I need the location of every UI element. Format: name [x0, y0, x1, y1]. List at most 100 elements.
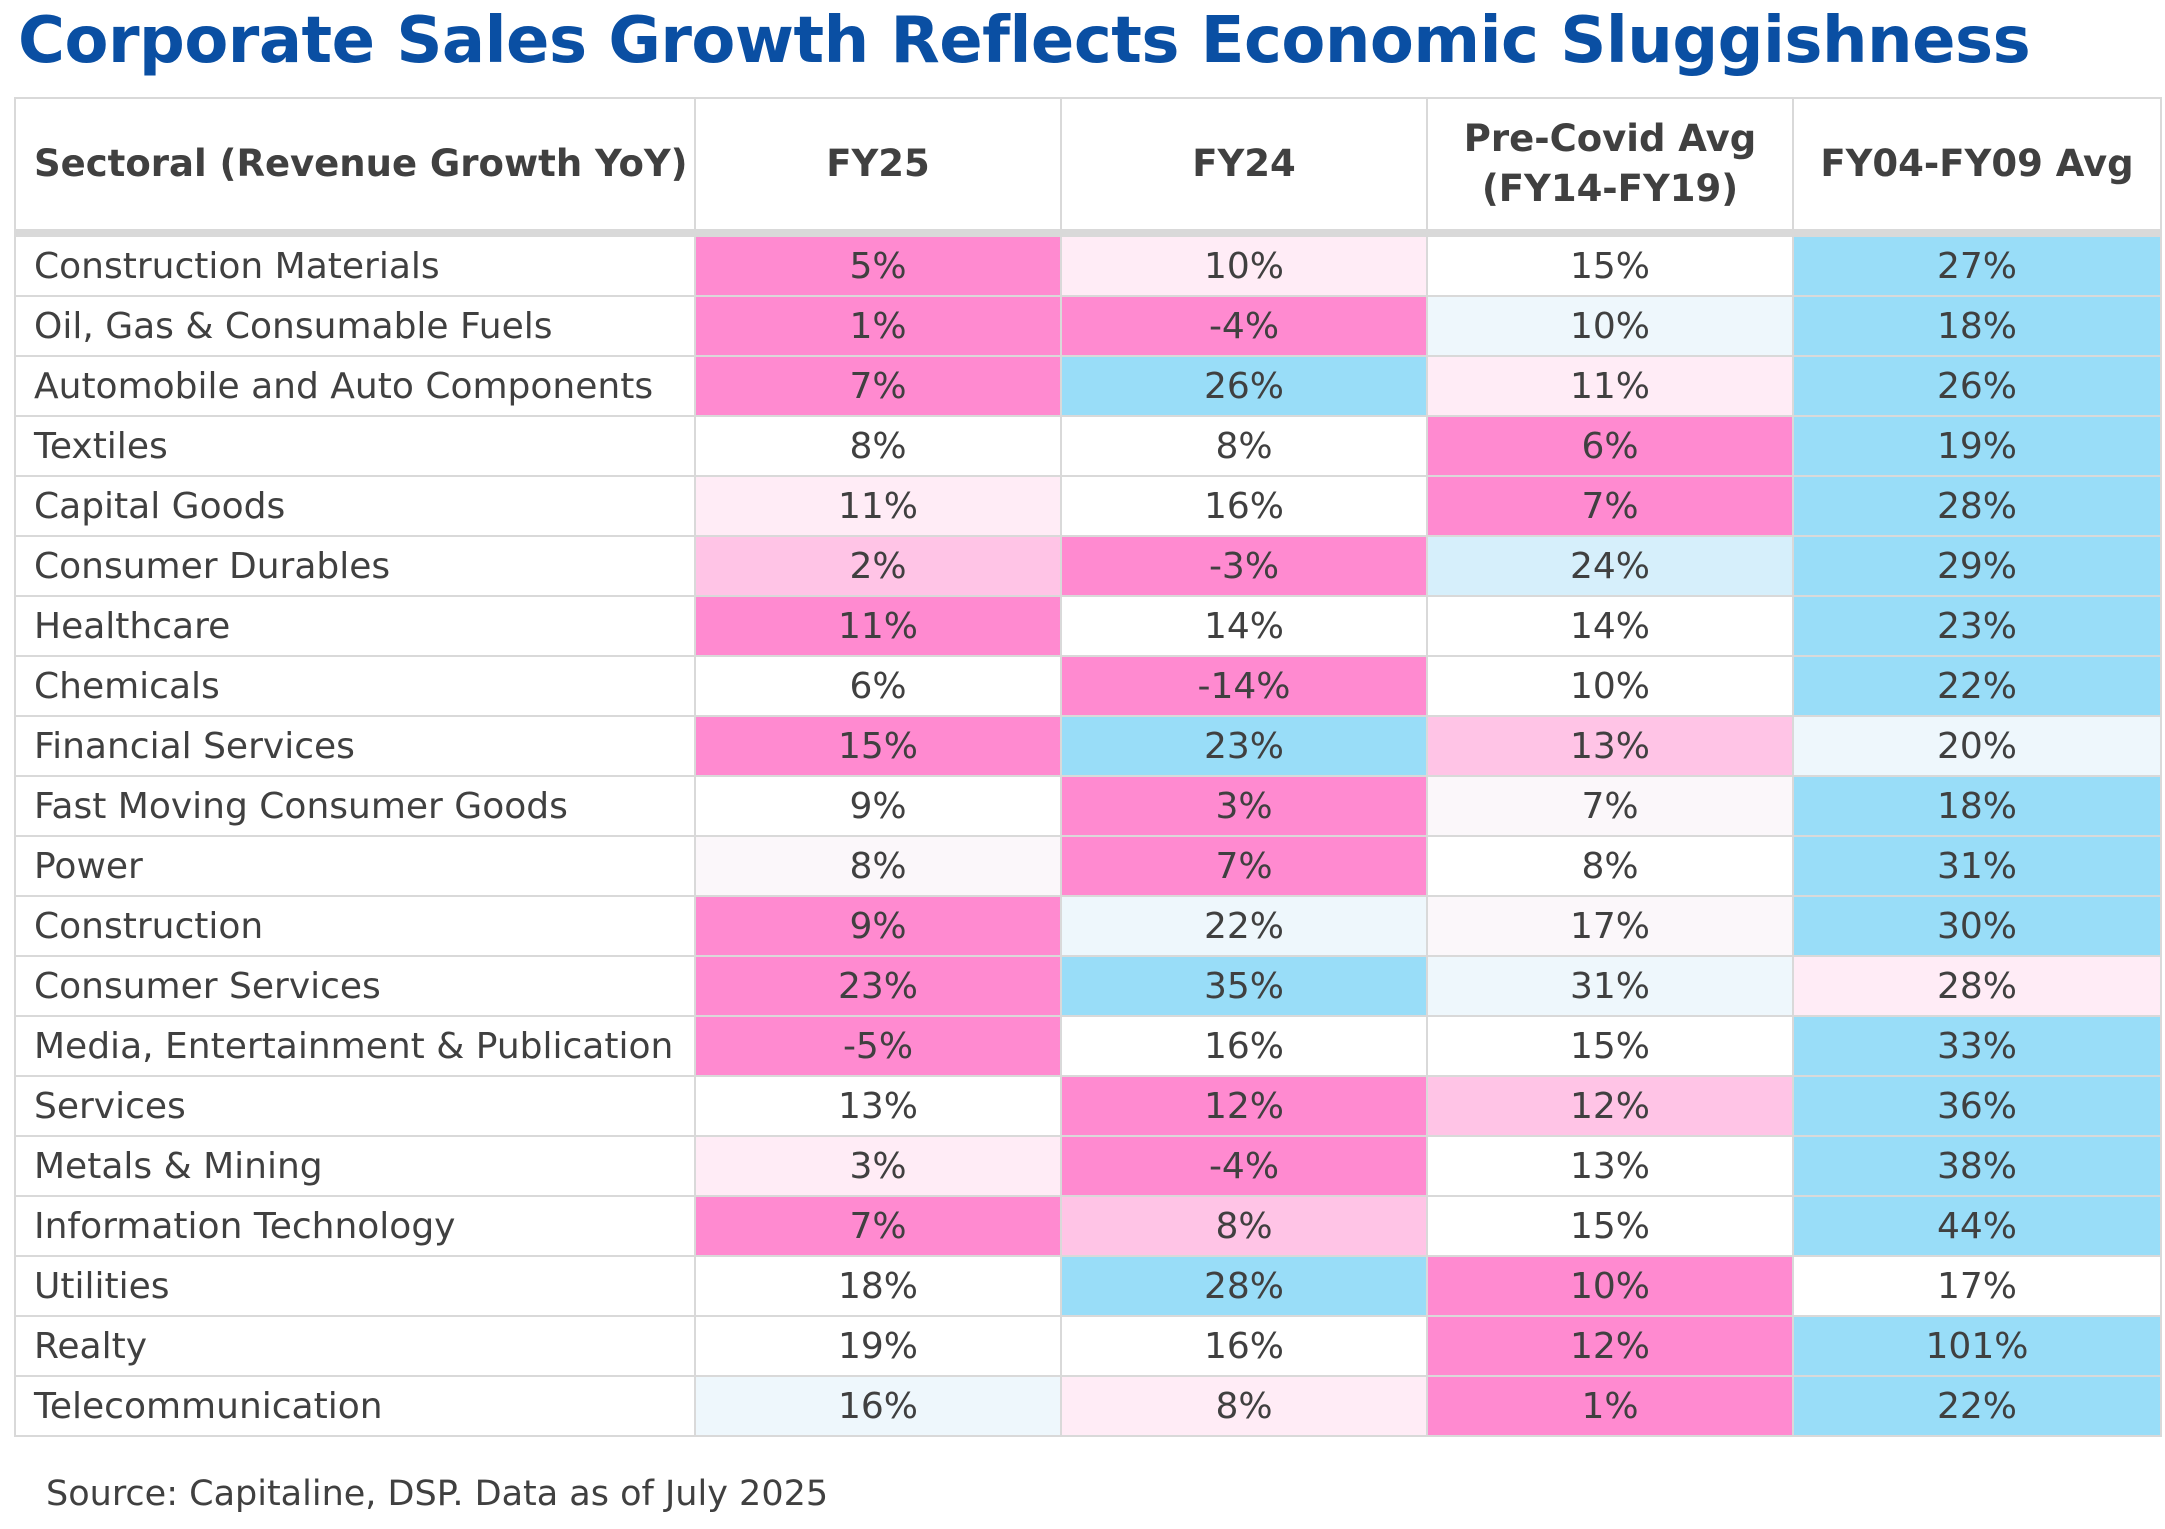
value-cell-fy25: 3%: [694, 1135, 1062, 1197]
sector-name: Fast Moving Consumer Goods: [14, 775, 696, 837]
value-cell-fy24: -4%: [1060, 1135, 1428, 1197]
value-cell-pre-covid-avg: 31%: [1426, 955, 1794, 1017]
sector-name: Chemicals: [14, 655, 696, 717]
table-row: Healthcare 11% 14% 14% 23%: [14, 595, 2162, 657]
value-cell-fy24: 23%: [1060, 715, 1428, 777]
table-row: Fast Moving Consumer Goods 9% 3% 7% 18%: [14, 775, 2162, 837]
value-cell-fy25: 16%: [694, 1375, 1062, 1437]
value-cell-fy24: 26%: [1060, 355, 1428, 417]
column-header-fy24: FY24: [1060, 97, 1428, 234]
value-cell-fy24: 8%: [1060, 1375, 1428, 1437]
value-cell-fy24: 3%: [1060, 775, 1428, 837]
value-cell-fy04-fy09-avg: 28%: [1792, 955, 2162, 1017]
sector-name: Metals & Mining: [14, 1135, 696, 1197]
table-row: Capital Goods 11% 16% 7% 28%: [14, 475, 2162, 537]
value-cell-fy25: 1%: [694, 295, 1062, 357]
value-cell-fy25: 5%: [694, 232, 1062, 297]
table-row: Realty 19% 16% 12% 101%: [14, 1315, 2162, 1377]
chart-title: Corporate Sales Growth Reflects Economic…: [18, 4, 2031, 78]
table-row: Telecommunication 16% 8% 1% 22%: [14, 1375, 2162, 1437]
value-cell-fy25: 9%: [694, 895, 1062, 957]
value-cell-fy25: 19%: [694, 1315, 1062, 1377]
value-cell-fy25: 6%: [694, 655, 1062, 717]
value-cell-fy25: 11%: [694, 475, 1062, 537]
value-cell-fy25: 8%: [694, 835, 1062, 897]
table-row: Construction Materials 5% 10% 15% 27%: [14, 232, 2162, 297]
value-cell-fy04-fy09-avg: 18%: [1792, 775, 2162, 837]
value-cell-fy04-fy09-avg: 38%: [1792, 1135, 2162, 1197]
column-header-fy04-fy09-avg: FY04-FY09 Avg: [1792, 97, 2162, 234]
value-cell-pre-covid-avg: 15%: [1426, 232, 1794, 297]
value-cell-fy04-fy09-avg: 26%: [1792, 355, 2162, 417]
value-cell-fy04-fy09-avg: 17%: [1792, 1255, 2162, 1317]
value-cell-pre-covid-avg: 13%: [1426, 1135, 1794, 1197]
value-cell-fy04-fy09-avg: 23%: [1792, 595, 2162, 657]
value-cell-fy04-fy09-avg: 18%: [1792, 295, 2162, 357]
table-row: Consumer Services 23% 35% 31% 28%: [14, 955, 2162, 1017]
value-cell-pre-covid-avg: 12%: [1426, 1315, 1794, 1377]
value-cell-fy04-fy09-avg: 29%: [1792, 535, 2162, 597]
value-cell-pre-covid-avg: 6%: [1426, 415, 1794, 477]
value-cell-pre-covid-avg: 10%: [1426, 655, 1794, 717]
sector-name: Automobile and Auto Components: [14, 355, 696, 417]
sector-name: Realty: [14, 1315, 696, 1377]
table-row: Construction 9% 22% 17% 30%: [14, 895, 2162, 957]
value-cell-fy04-fy09-avg: 33%: [1792, 1015, 2162, 1077]
value-cell-fy25: 15%: [694, 715, 1062, 777]
value-cell-fy25: 11%: [694, 595, 1062, 657]
value-cell-fy24: 14%: [1060, 595, 1428, 657]
value-cell-fy24: -14%: [1060, 655, 1428, 717]
table-row: Information Technology 7% 8% 15% 44%: [14, 1195, 2162, 1257]
sector-name: Services: [14, 1075, 696, 1137]
sector-name: Textiles: [14, 415, 696, 477]
value-cell-pre-covid-avg: 1%: [1426, 1375, 1794, 1437]
value-cell-fy04-fy09-avg: 19%: [1792, 415, 2162, 477]
value-cell-pre-covid-avg: 15%: [1426, 1015, 1794, 1077]
value-cell-fy25: 9%: [694, 775, 1062, 837]
sector-name: Capital Goods: [14, 475, 696, 537]
value-cell-fy04-fy09-avg: 28%: [1792, 475, 2162, 537]
value-cell-pre-covid-avg: 14%: [1426, 595, 1794, 657]
value-cell-fy25: 7%: [694, 1195, 1062, 1257]
source-note: Source: Capitaline, DSP. Data as of July…: [46, 1474, 829, 1514]
value-cell-fy25: -5%: [694, 1015, 1062, 1077]
value-cell-pre-covid-avg: 10%: [1426, 295, 1794, 357]
value-cell-fy24: 16%: [1060, 475, 1428, 537]
value-cell-fy24: 22%: [1060, 895, 1428, 957]
value-cell-fy25: 13%: [694, 1075, 1062, 1137]
value-cell-fy24: -3%: [1060, 535, 1428, 597]
table-row: Utilities 18% 28% 10% 17%: [14, 1255, 2162, 1317]
column-header-pre-covid-avg: Pre-Covid Avg (FY14-FY19): [1426, 97, 1794, 234]
value-cell-fy04-fy09-avg: 30%: [1792, 895, 2162, 957]
column-header-fy25: FY25: [694, 97, 1062, 234]
value-cell-pre-covid-avg: 11%: [1426, 355, 1794, 417]
value-cell-fy04-fy09-avg: 27%: [1792, 232, 2162, 297]
value-cell-pre-covid-avg: 10%: [1426, 1255, 1794, 1317]
value-cell-fy25: 8%: [694, 415, 1062, 477]
column-header-sector: Sectoral (Revenue Growth YoY): [14, 97, 696, 234]
value-cell-fy24: 10%: [1060, 232, 1428, 297]
value-cell-pre-covid-avg: 15%: [1426, 1195, 1794, 1257]
sector-name: Telecommunication: [14, 1375, 696, 1437]
value-cell-fy24: 12%: [1060, 1075, 1428, 1137]
table-row: Oil, Gas & Consumable Fuels 1% -4% 10% 18%: [14, 295, 2162, 357]
value-cell-fy24: 35%: [1060, 955, 1428, 1017]
value-cell-pre-covid-avg: 24%: [1426, 535, 1794, 597]
value-cell-fy24: 16%: [1060, 1315, 1428, 1377]
value-cell-fy04-fy09-avg: 31%: [1792, 835, 2162, 897]
value-cell-pre-covid-avg: 13%: [1426, 715, 1794, 777]
sector-growth-table: Sectoral (Revenue Growth YoY) FY25 FY24 …: [14, 97, 2162, 1437]
sector-name: Media, Entertainment & Publication: [14, 1015, 696, 1077]
value-cell-pre-covid-avg: 7%: [1426, 775, 1794, 837]
value-cell-fy24: 8%: [1060, 1195, 1428, 1257]
table-row: Media, Entertainment & Publication -5% 16%…: [14, 1015, 2162, 1077]
table-row: Financial Services 15% 23% 13% 20%: [14, 715, 2162, 777]
table-body: Construction Materials 5% 10% 15% 27% Oil, Ga…: [14, 232, 2162, 1437]
value-cell-fy24: 8%: [1060, 415, 1428, 477]
table-row: Textiles 8% 8% 6% 19%: [14, 415, 2162, 477]
value-cell-fy04-fy09-avg: 44%: [1792, 1195, 2162, 1257]
value-cell-fy24: -4%: [1060, 295, 1428, 357]
value-cell-pre-covid-avg: 8%: [1426, 835, 1794, 897]
value-cell-pre-covid-avg: 17%: [1426, 895, 1794, 957]
table-row: Chemicals 6% -14% 10% 22%: [14, 655, 2162, 717]
